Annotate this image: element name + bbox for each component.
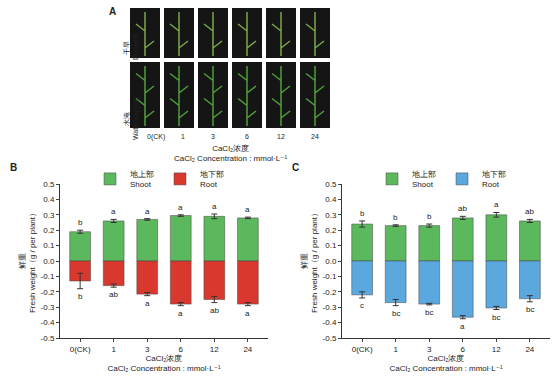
svg-text:0(CK): 0(CK) bbox=[147, 133, 165, 141]
svg-text:0.2: 0.2 bbox=[325, 226, 337, 235]
svg-text:0.1: 0.1 bbox=[325, 241, 337, 250]
svg-text:-0.3: -0.3 bbox=[323, 303, 337, 312]
svg-text:a: a bbox=[178, 203, 183, 212]
svg-text:12: 12 bbox=[210, 345, 219, 354]
svg-text:b: b bbox=[360, 209, 365, 218]
svg-text:ab: ab bbox=[109, 290, 118, 299]
svg-text:6: 6 bbox=[179, 345, 184, 354]
svg-text:A: A bbox=[109, 6, 116, 17]
svg-text:-0.5: -0.5 bbox=[323, 334, 337, 343]
svg-text:c: c bbox=[360, 301, 364, 310]
svg-text:0.5: 0.5 bbox=[43, 180, 55, 189]
svg-text:0.0: 0.0 bbox=[325, 257, 337, 266]
svg-text:6: 6 bbox=[461, 345, 466, 354]
svg-text:0(CK): 0(CK) bbox=[352, 345, 373, 354]
svg-text:b: b bbox=[427, 212, 432, 221]
svg-text:CaCl₂浓度CaCl₂ Concentration : m: CaCl₂浓度CaCl₂ Concentration : mmol·L⁻¹ bbox=[389, 354, 502, 373]
svg-text:干旱Drought: 干旱Drought bbox=[123, 35, 140, 60]
svg-text:地上部Shoot: 地上部Shoot bbox=[129, 170, 154, 189]
svg-text:0.3: 0.3 bbox=[325, 211, 337, 220]
svg-text:鲜重Fresh weight（g / per plant）: 鲜重Fresh weight（g / per plant） bbox=[300, 209, 319, 313]
svg-text:a: a bbox=[111, 207, 116, 216]
svg-text:24: 24 bbox=[525, 345, 534, 354]
svg-text:ab: ab bbox=[210, 306, 219, 315]
svg-text:12: 12 bbox=[492, 345, 501, 354]
svg-text:地下部Root: 地下部Root bbox=[199, 170, 224, 189]
svg-text:1: 1 bbox=[393, 345, 398, 354]
svg-text:0.4: 0.4 bbox=[325, 195, 337, 204]
svg-text:地下部Root: 地下部Root bbox=[481, 170, 506, 189]
svg-text:0.1: 0.1 bbox=[43, 241, 55, 250]
svg-text:ab: ab bbox=[458, 204, 467, 213]
svg-text:-0.5: -0.5 bbox=[41, 334, 55, 343]
svg-text:bc: bc bbox=[392, 309, 400, 318]
svg-text:水淹Water logging: 水淹Water logging bbox=[123, 97, 140, 140]
svg-text:-0.1: -0.1 bbox=[323, 272, 337, 281]
svg-text:CaCl₂浓度CaCl₂ Concentration : m: CaCl₂浓度CaCl₂ Concentration : mmol·L⁻¹ bbox=[174, 144, 287, 163]
svg-text:24: 24 bbox=[243, 345, 252, 354]
svg-text:ab: ab bbox=[525, 207, 534, 216]
svg-text:B: B bbox=[10, 162, 17, 173]
svg-text:0.3: 0.3 bbox=[43, 211, 55, 220]
svg-text:a: a bbox=[494, 200, 499, 209]
svg-text:b: b bbox=[78, 292, 83, 301]
svg-text:C: C bbox=[292, 162, 299, 173]
svg-text:bc: bc bbox=[425, 308, 433, 317]
svg-text:-0.4: -0.4 bbox=[323, 318, 337, 327]
svg-text:-0.2: -0.2 bbox=[323, 288, 337, 297]
svg-text:0(CK): 0(CK) bbox=[70, 345, 91, 354]
svg-text:3: 3 bbox=[427, 345, 432, 354]
svg-text:3: 3 bbox=[211, 133, 215, 140]
svg-text:a: a bbox=[460, 322, 465, 331]
svg-text:CaCl₂浓度CaCl₂ Concentration : m: CaCl₂浓度CaCl₂ Concentration : mmol·L⁻¹ bbox=[107, 354, 220, 373]
svg-text:1: 1 bbox=[181, 133, 185, 140]
svg-text:0.2: 0.2 bbox=[43, 226, 55, 235]
svg-text:-0.1: -0.1 bbox=[41, 272, 55, 281]
svg-text:12: 12 bbox=[277, 133, 285, 140]
svg-text:b: b bbox=[393, 213, 398, 222]
svg-text:0.4: 0.4 bbox=[43, 195, 55, 204]
svg-text:a: a bbox=[145, 299, 150, 308]
svg-text:-0.3: -0.3 bbox=[41, 303, 55, 312]
svg-text:6: 6 bbox=[245, 133, 249, 140]
svg-text:b: b bbox=[78, 218, 83, 227]
svg-text:地上部Shoot: 地上部Shoot bbox=[411, 170, 436, 189]
svg-text:24: 24 bbox=[311, 133, 319, 140]
svg-text:1: 1 bbox=[111, 345, 116, 354]
svg-text:-0.2: -0.2 bbox=[41, 288, 55, 297]
svg-text:-0.4: -0.4 bbox=[41, 318, 55, 327]
svg-text:a: a bbox=[245, 205, 250, 214]
svg-text:a: a bbox=[178, 309, 183, 318]
svg-text:a: a bbox=[212, 202, 217, 211]
svg-text:3: 3 bbox=[145, 345, 150, 354]
svg-text:bc: bc bbox=[526, 305, 534, 314]
svg-text:bc: bc bbox=[492, 313, 500, 322]
svg-text:0.5: 0.5 bbox=[325, 180, 337, 189]
svg-text:0.0: 0.0 bbox=[43, 257, 55, 266]
svg-text:a: a bbox=[245, 309, 250, 318]
svg-text:a: a bbox=[145, 207, 150, 216]
svg-text:鲜重Fresh weight（g / per plant）: 鲜重Fresh weight（g / per plant） bbox=[18, 209, 37, 313]
